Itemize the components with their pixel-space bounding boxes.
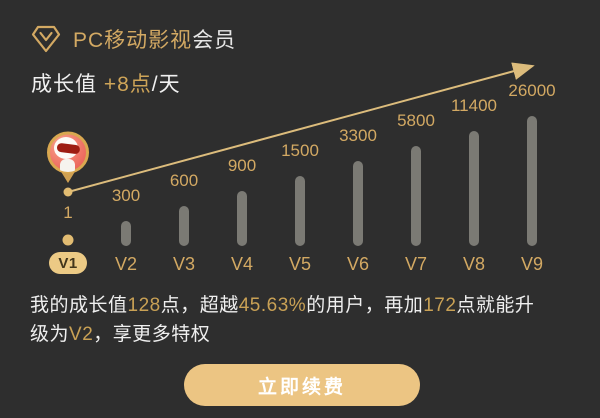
- level-value: 3300: [339, 126, 377, 145]
- summary-highlight: 172: [423, 295, 457, 316]
- level-label: V9: [520, 254, 544, 274]
- level-bar: [353, 161, 363, 246]
- level-label: V6: [346, 254, 370, 274]
- level-bar: [295, 176, 305, 246]
- summary-highlight: 45.63%: [238, 295, 307, 316]
- summary-text: 的用户，再加: [306, 295, 424, 316]
- level-label: V3: [172, 254, 196, 274]
- level-value: 300: [111, 186, 141, 205]
- growth-highlight: +8点: [103, 73, 152, 96]
- level-bar: [411, 146, 421, 246]
- summary-text: 点，超越: [160, 295, 239, 316]
- growth-prefix: 成长值: [31, 73, 104, 96]
- level-value: 26000: [508, 81, 556, 100]
- level-label: V5: [288, 254, 312, 274]
- summary-text: 级为: [30, 324, 70, 345]
- page-title: PC移动影视会员: [73, 24, 236, 54]
- level-bar: [121, 221, 131, 246]
- growth-rate-text: 成长值 +8点/天: [31, 68, 181, 98]
- line-start-dot: [63, 187, 73, 197]
- growth-suffix: /天: [151, 73, 181, 96]
- growth-summary: 我的成长值128点，超越45.63%的用户，再加172点就能升 级为V2，享更多特…: [30, 291, 534, 349]
- summary-line: 级为V2，享更多特权: [30, 320, 534, 349]
- level-value: 900: [227, 156, 257, 175]
- level-bar: [469, 131, 479, 246]
- level-label: V4: [230, 254, 254, 274]
- level-bar: [527, 116, 537, 246]
- summary-text: ，享更多特权: [93, 324, 211, 345]
- current-level-dot: [62, 234, 74, 246]
- diamond-check-icon: [31, 25, 61, 53]
- level-label: V2: [114, 254, 138, 274]
- current-level-badge: V1: [49, 252, 87, 274]
- level-value: 600: [169, 171, 199, 190]
- summary-text: 我的成长值: [30, 295, 128, 316]
- level-label: V8: [462, 254, 486, 274]
- title-brand: PC移动影视: [73, 29, 193, 52]
- user-avatar-pin: [47, 131, 89, 183]
- summary-text: 点就能升: [456, 295, 535, 316]
- level-bar: [179, 206, 189, 246]
- level-value: 1500: [281, 141, 319, 160]
- summary-line: 我的成长值128点，超越45.63%的用户，再加172点就能升: [30, 291, 534, 320]
- renew-button[interactable]: 立即续费: [184, 364, 420, 406]
- title-suffix: 会员: [192, 29, 237, 52]
- level-value: 11400: [450, 96, 497, 115]
- level-bar: [237, 191, 247, 246]
- summary-highlight: V2: [69, 324, 94, 345]
- current-level-value: 1: [63, 203, 73, 222]
- summary-highlight: 128: [127, 295, 161, 316]
- level-value: 5800: [397, 111, 435, 130]
- level-label: V7: [404, 254, 428, 274]
- header: PC移动影视会员: [30, 24, 236, 54]
